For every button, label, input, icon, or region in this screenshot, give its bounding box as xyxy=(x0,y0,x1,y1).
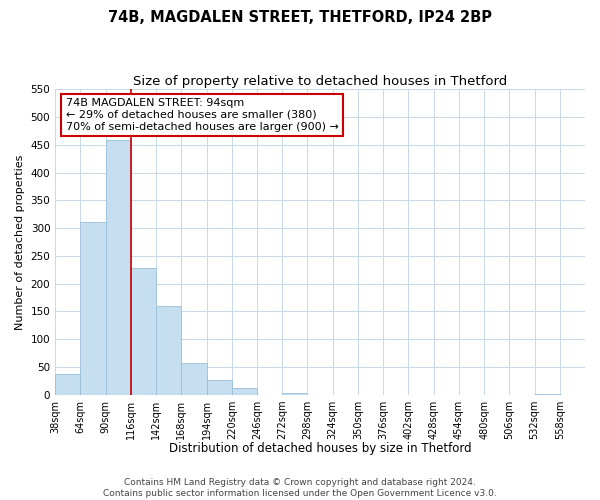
X-axis label: Distribution of detached houses by size in Thetford: Distribution of detached houses by size … xyxy=(169,442,472,455)
Bar xyxy=(156,306,181,395)
Title: Size of property relative to detached houses in Thetford: Size of property relative to detached ho… xyxy=(133,75,507,88)
Y-axis label: Number of detached properties: Number of detached properties xyxy=(15,154,25,330)
Text: Contains HM Land Registry data © Crown copyright and database right 2024.
Contai: Contains HM Land Registry data © Crown c… xyxy=(103,478,497,498)
Bar xyxy=(232,388,257,395)
Bar xyxy=(181,363,206,395)
Bar xyxy=(282,393,307,395)
Bar xyxy=(55,374,80,395)
Bar xyxy=(80,222,106,395)
Bar xyxy=(535,394,560,395)
Bar xyxy=(106,140,131,395)
Text: 74B, MAGDALEN STREET, THETFORD, IP24 2BP: 74B, MAGDALEN STREET, THETFORD, IP24 2BP xyxy=(108,10,492,25)
Bar xyxy=(131,268,156,395)
Bar xyxy=(206,380,232,395)
Text: 74B MAGDALEN STREET: 94sqm
← 29% of detached houses are smaller (380)
70% of sem: 74B MAGDALEN STREET: 94sqm ← 29% of deta… xyxy=(66,98,338,132)
